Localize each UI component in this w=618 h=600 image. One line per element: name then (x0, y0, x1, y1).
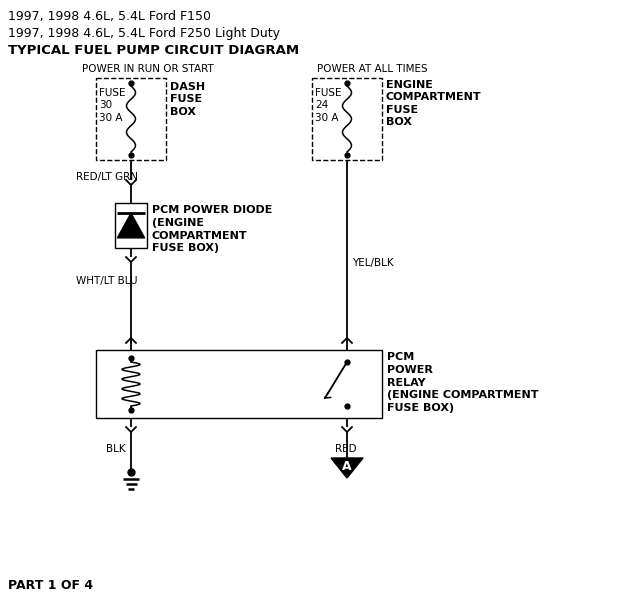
Text: ENGINE
COMPARTMENT
FUSE
BOX: ENGINE COMPARTMENT FUSE BOX (386, 80, 481, 127)
Text: 1997, 1998 4.6L, 5.4L Ford F250 Light Duty: 1997, 1998 4.6L, 5.4L Ford F250 Light Du… (8, 27, 280, 40)
Bar (96, 350, 382, 418)
Text: POWER AT ALL TIMES: POWER AT ALL TIMES (316, 64, 427, 74)
Text: WHT/LT BLU: WHT/LT BLU (76, 276, 137, 286)
Bar (312, 78, 382, 160)
Bar (96, 78, 166, 160)
Text: DASH
FUSE
BOX: DASH FUSE BOX (170, 82, 205, 117)
Text: YEL/BLK: YEL/BLK (352, 258, 394, 268)
Bar (115, 203, 147, 248)
Text: PCM
POWER
RELAY
(ENGINE COMPARTMENT
FUSE BOX): PCM POWER RELAY (ENGINE COMPARTMENT FUSE… (387, 352, 538, 413)
Text: POWER IN RUN OR START: POWER IN RUN OR START (82, 64, 214, 74)
Text: easyautodiagnostics.com: easyautodiagnostics.com (185, 377, 335, 391)
Text: TYPICAL FUEL PUMP CIRCUIT DIAGRAM: TYPICAL FUEL PUMP CIRCUIT DIAGRAM (8, 44, 299, 57)
Text: PART 1 OF 4: PART 1 OF 4 (8, 579, 93, 592)
Text: A: A (342, 461, 352, 473)
Text: FUSE
24
30 A: FUSE 24 30 A (315, 88, 342, 123)
Text: BLK: BLK (106, 444, 125, 454)
Polygon shape (117, 213, 145, 238)
Text: RED: RED (335, 444, 357, 454)
Text: FUSE
30
30 A: FUSE 30 30 A (99, 88, 125, 123)
Text: 1997, 1998 4.6L, 5.4L Ford F150: 1997, 1998 4.6L, 5.4L Ford F150 (8, 10, 211, 23)
Text: RED/LT GRN: RED/LT GRN (76, 172, 138, 182)
Text: PCM POWER DIODE
(ENGINE
COMPARTMENT
FUSE BOX): PCM POWER DIODE (ENGINE COMPARTMENT FUSE… (152, 205, 273, 253)
Polygon shape (331, 458, 363, 478)
